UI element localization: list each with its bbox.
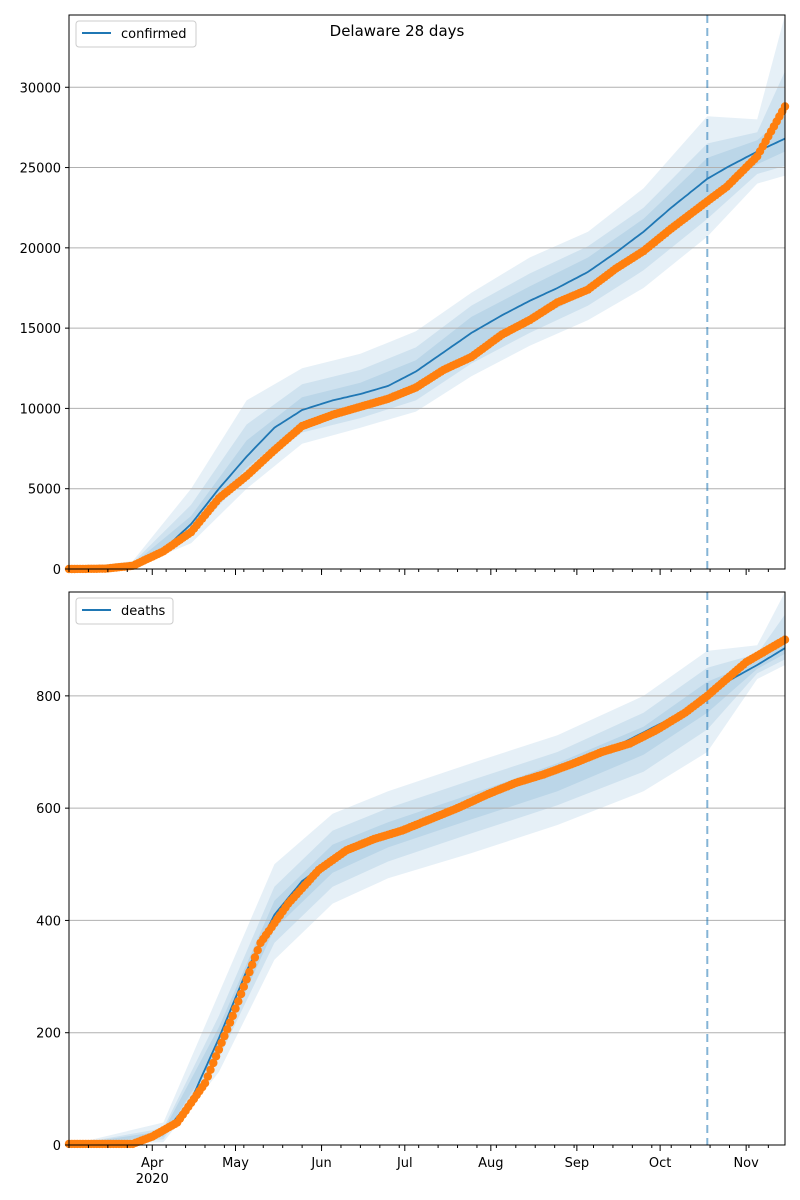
deaths-observed-point [209,1058,218,1068]
confirmed-axes-frame [68,14,786,570]
confirmed-band-1 [69,15,785,569]
deaths-observed-point [217,1038,226,1048]
confirmed-legend-box [75,20,197,48]
deaths-x-tick-label: Apr [141,1156,164,1171]
deaths-band-3 [69,634,785,1145]
deaths-observed-point [203,1072,212,1081]
deaths-observed-point [239,982,248,991]
deaths-legend-box [75,597,174,625]
deaths-x-tick-label: Jul [396,1156,413,1171]
deaths-observed-point [234,997,243,1006]
deaths-x-tick-label: Oct [649,1156,671,1171]
deaths-observed-point [231,1004,240,1013]
deaths-gridlines [69,695,785,1034]
confirmed-legend-label: confirmed [121,27,187,42]
deaths-observed-point [220,1031,229,1041]
confirmed-y-tick-label: 5000 [28,483,61,498]
deaths-observed-point [223,1025,232,1034]
deaths-observed-point [245,967,254,977]
deaths-observed-point [228,1011,237,1021]
confirmed-gridlines [69,86,785,490]
confirmed-y-axis: 0 5000 10000 15000 20000 25000 30000 [20,81,69,578]
confirmed-y-tick-label: 10000 [20,402,61,417]
deaths-y-tick-label: 400 [36,914,61,929]
deaths-observed-point [206,1065,215,1075]
deaths-observed-point [214,1045,224,1054]
confirmed-legend: confirmed [75,20,197,48]
deaths-x-tick-label: Jun [310,1156,331,1171]
confirmed-observed-points [64,102,790,574]
deaths-y-tick-label: 200 [36,1027,61,1042]
deaths-observed-point [248,960,257,969]
deaths-observed-point [236,989,246,999]
confirmed-y-tick-label: 20000 [20,242,61,257]
deaths-x-tick-label: May [222,1156,249,1171]
confirmed-panel: 0 5000 10000 15000 20000 25000 30000 confirmed… [20,14,790,578]
deaths-axes-frame [68,591,786,1146]
deaths-x-tick-label: 2020 [136,1172,169,1187]
confirmed-model-line [69,137,786,570]
confirmed-y-tick-label: 15000 [20,322,61,337]
deaths-band-1 [69,592,785,1145]
deaths-y-tick-label: 600 [36,802,61,817]
confirmed-y-tick-label: 30000 [20,81,61,96]
deaths-observed-point [242,975,251,984]
deaths-y-tick-label: 0 [53,1139,61,1154]
deaths-observed-point [211,1052,221,1061]
confirmed-band-2 [69,71,785,569]
deaths-observed-point [250,953,260,962]
confirmed-y-tick-label: 0 [53,563,61,578]
chart-title: Delaware 28 days [330,22,465,40]
deaths-legend: deaths [75,597,174,625]
confirmed-y-tick-label: 25000 [20,162,61,177]
deaths-observed-point [200,1079,210,1088]
deaths-observed-point [225,1018,235,1027]
deaths-y-axis: 0 200 400 600 800 [36,690,69,1154]
deaths-x-tick-label: Aug [478,1156,503,1171]
deaths-observed-point [253,946,262,955]
deaths-legend-label: deaths [121,604,166,619]
confirmed-x-axis-ticks [68,569,769,575]
deaths-x-tick-label: Sep [565,1156,590,1171]
deaths-y-tick-label: 800 [36,690,61,705]
deaths-x-tick-label: Nov [733,1156,759,1171]
